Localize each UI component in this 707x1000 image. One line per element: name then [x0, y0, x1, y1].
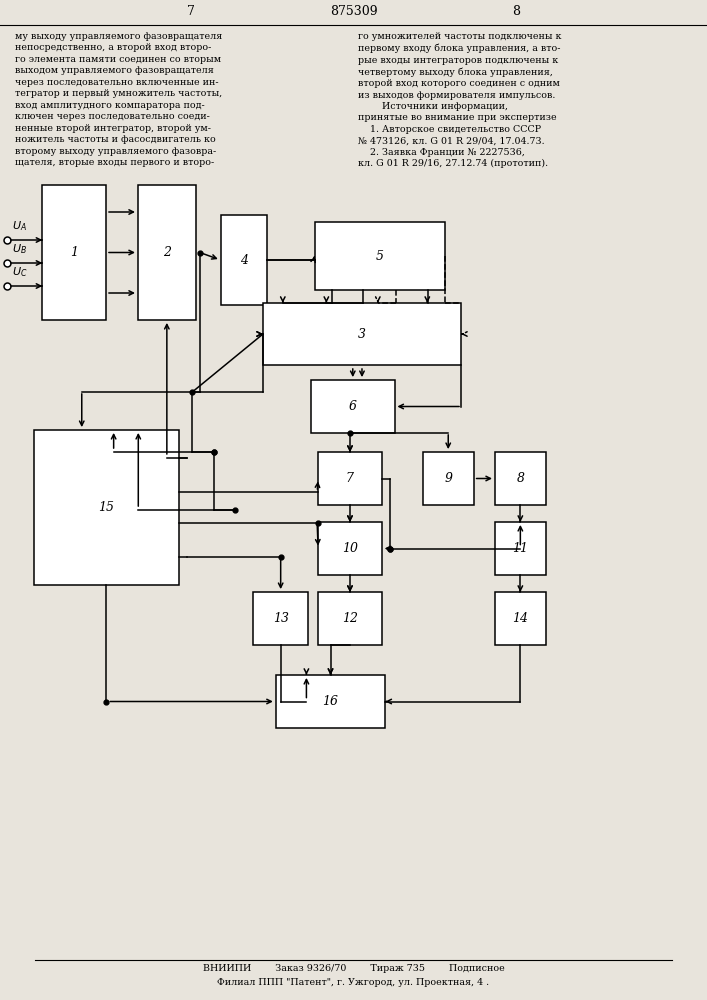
- Text: 5: 5: [376, 249, 384, 262]
- Text: 11: 11: [513, 542, 528, 555]
- Bar: [318, 592, 382, 645]
- Text: ВНИИПИ        Заказ 9326/70        Тираж 735        Подписное: ВНИИПИ Заказ 9326/70 Тираж 735 Подписное: [203, 964, 504, 973]
- Text: 3: 3: [358, 328, 366, 340]
- Text: 12: 12: [342, 612, 358, 625]
- Text: 4: 4: [240, 253, 247, 266]
- Text: 13: 13: [273, 612, 288, 625]
- Text: го умножителей частоты подключены к
первому входу блока управления, а вто-
рые в: го умножителей частоты подключены к перв…: [358, 32, 561, 168]
- Bar: [495, 592, 546, 645]
- Bar: [34, 430, 179, 585]
- Text: 7: 7: [346, 472, 354, 485]
- Text: 16: 16: [322, 695, 339, 708]
- Text: 15: 15: [98, 501, 115, 514]
- Text: Филиал ППП "Патент", г. Ужгород, ул. Проектная, 4 .: Филиал ППП "Патент", г. Ужгород, ул. Про…: [218, 978, 489, 987]
- Text: $\it{U}_{A}$: $\it{U}_{A}$: [12, 219, 27, 233]
- Bar: [423, 452, 474, 505]
- Text: 8: 8: [512, 5, 520, 18]
- Bar: [276, 675, 385, 728]
- Text: 7: 7: [187, 5, 195, 18]
- Bar: [42, 185, 106, 320]
- Bar: [253, 592, 308, 645]
- Bar: [138, 185, 196, 320]
- Bar: [495, 452, 546, 505]
- Text: 14: 14: [513, 612, 528, 625]
- Bar: [318, 522, 382, 575]
- Text: 875309: 875309: [329, 5, 378, 18]
- Text: 2: 2: [163, 246, 171, 259]
- Text: 6: 6: [349, 400, 357, 413]
- Text: 8: 8: [516, 472, 525, 485]
- Text: 9: 9: [444, 472, 452, 485]
- Bar: [318, 452, 382, 505]
- Bar: [495, 522, 546, 575]
- Text: му выходу управляемого фазовращателя
непосредственно, а второй вход второ-
го эл: му выходу управляемого фазовращателя неп…: [15, 32, 223, 167]
- Bar: [315, 222, 445, 290]
- Bar: [263, 303, 461, 365]
- Bar: [311, 380, 395, 433]
- Text: $\it{U}_{C}$: $\it{U}_{C}$: [12, 265, 28, 279]
- Text: $\it{U}_{B}$: $\it{U}_{B}$: [12, 242, 27, 256]
- Text: 10: 10: [342, 542, 358, 555]
- Text: 1: 1: [70, 246, 78, 259]
- Bar: [221, 215, 267, 305]
